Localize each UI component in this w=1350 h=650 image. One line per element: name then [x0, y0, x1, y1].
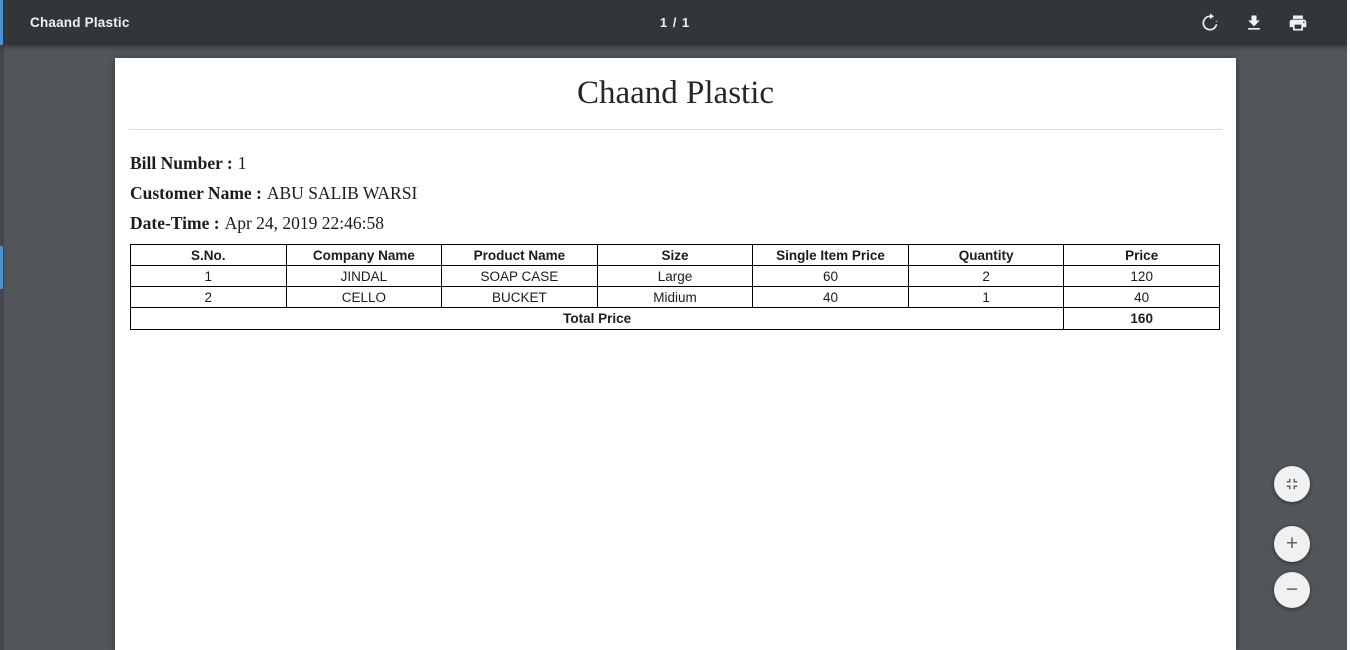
invoice-fields: Bill Number :1 Customer Name : ABU SALIB … [130, 151, 1236, 236]
cell-product: SOAP CASE [441, 265, 598, 287]
table-total-row: Total Price 160 [129, 307, 1220, 330]
invoice-table: S.No. Company Name Product Name Size Sin… [129, 244, 1220, 330]
title-divider [129, 129, 1222, 130]
total-price-value: 160 [1063, 307, 1220, 330]
download-icon [1244, 13, 1264, 33]
cell-quantity: 2 [907, 265, 1065, 287]
cell-price: 40 [1063, 286, 1220, 308]
cell-company: CELLO [285, 286, 443, 308]
pdf-toolbar: Chaand Plastic 1 / 1 [0, 0, 1350, 45]
zoom-in-button[interactable]: + [1274, 526, 1310, 562]
zoom-in-icon: + [1285, 532, 1299, 555]
document-title-toolbar: Chaand Plastic [30, 15, 130, 30]
bill-number-label: Bill Number : [130, 153, 233, 173]
total-price-label: Total Price [129, 307, 1065, 330]
toolbar-actions [1198, 0, 1310, 45]
cell-size: Large [596, 265, 754, 287]
fit-to-page-button[interactable] [1274, 466, 1310, 502]
zoom-out-icon: − [1285, 578, 1299, 601]
date-time-field: Date-Time : Apr 24, 2019 22:46:58 [130, 211, 1236, 236]
print-button[interactable] [1286, 11, 1310, 35]
header-size: Size [596, 244, 754, 266]
bill-number-field: Bill Number :1 [130, 151, 1236, 176]
customer-name-value: ABU SALIB WARSI [266, 183, 418, 203]
cell-price: 120 [1063, 265, 1220, 287]
header-sno: S.No. [130, 244, 287, 266]
cell-size: Midium [596, 286, 754, 308]
header-single-item-price: Single Item Price [752, 244, 909, 266]
left-scrollbar-thumb[interactable] [0, 246, 3, 289]
left-edge-accent [0, 0, 3, 45]
print-icon [1288, 13, 1308, 33]
table-row: 1 JINDAL SOAP CASE Large 60 2 120 [130, 265, 1220, 287]
right-scrollbar-track[interactable] [1347, 0, 1350, 650]
bill-number-value: 1 [237, 153, 247, 173]
header-product-name: Product Name [441, 244, 598, 266]
rotate-button[interactable] [1198, 11, 1222, 35]
cell-company: JINDAL [285, 265, 443, 287]
customer-name-label: Customer Name : [130, 183, 262, 203]
page-indicator: 1 / 1 [659, 15, 691, 30]
header-price: Price [1063, 244, 1220, 266]
date-time-value: Apr 24, 2019 22:46:58 [224, 213, 385, 233]
header-company-name: Company Name [285, 244, 443, 266]
fit-to-page-icon [1283, 475, 1301, 493]
table-row: 2 CELLO BUCKET Midium 40 1 40 [130, 286, 1220, 308]
header-quantity: Quantity [907, 244, 1065, 266]
left-scrollbar-track [0, 45, 4, 650]
customer-name-field: Customer Name : ABU SALIB WARSI [130, 181, 1236, 206]
cell-product: BUCKET [441, 286, 598, 308]
zoom-out-button[interactable]: − [1274, 572, 1310, 608]
rotate-icon [1200, 12, 1220, 33]
invoice-title: Chaand Plastic [576, 75, 775, 111]
cell-quantity: 1 [907, 286, 1065, 308]
date-time-label: Date-Time : [130, 213, 220, 233]
cell-single-price: 60 [752, 265, 909, 287]
table-header-row: S.No. Company Name Product Name Size Sin… [130, 244, 1220, 266]
pdf-page: Chaand Plastic Bill Number :1 Customer N… [115, 58, 1236, 650]
download-button[interactable] [1242, 11, 1266, 35]
cell-sno: 2 [130, 286, 287, 308]
cell-single-price: 40 [752, 286, 909, 308]
cell-sno: 1 [130, 265, 287, 287]
